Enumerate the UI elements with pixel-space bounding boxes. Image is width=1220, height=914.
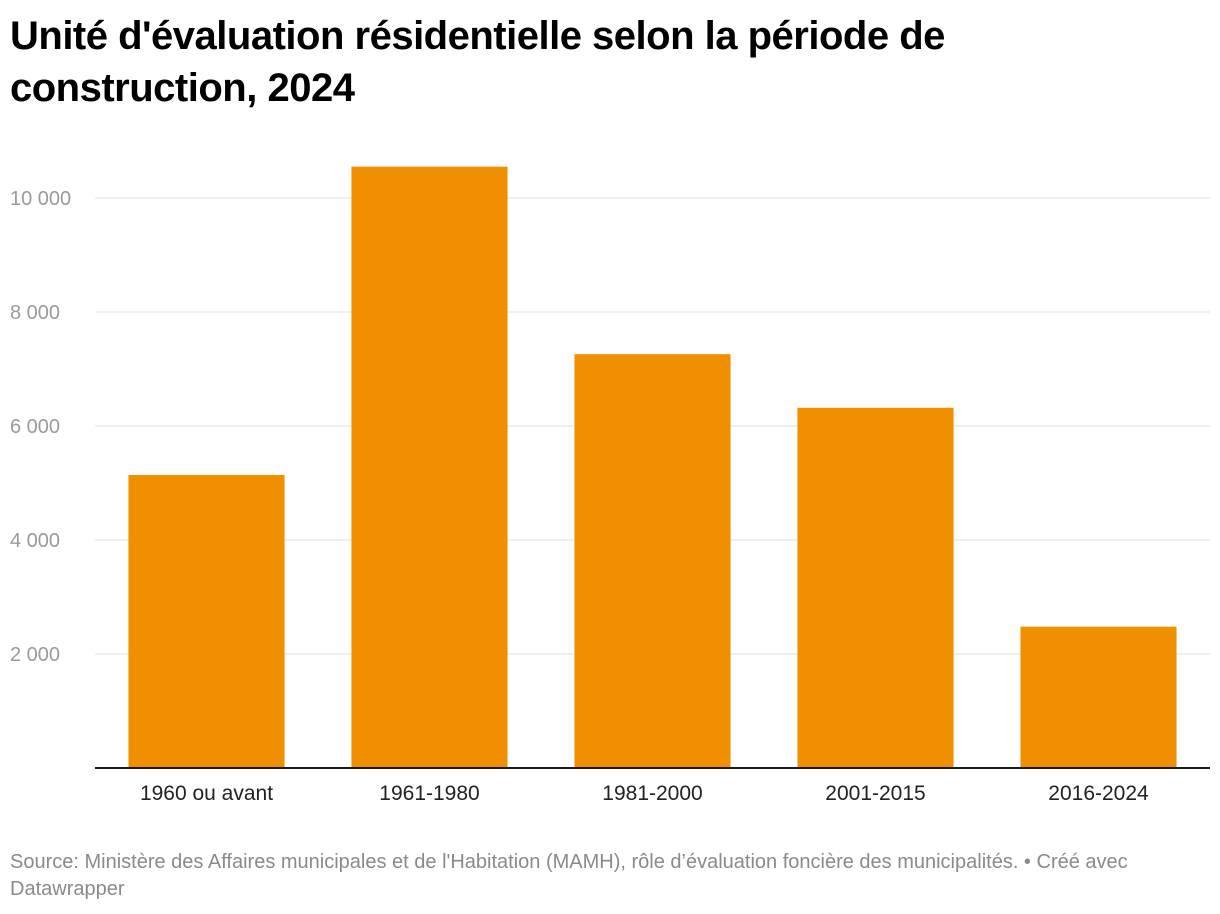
bar[interactable] bbox=[574, 354, 731, 768]
bar[interactable] bbox=[797, 407, 954, 768]
y-tick-label: 8 000 bbox=[10, 302, 60, 324]
bar[interactable] bbox=[128, 475, 285, 768]
footer-separator: • bbox=[1018, 851, 1037, 873]
source-note: Source: Ministère des Affaires municipal… bbox=[10, 851, 1019, 873]
bar[interactable] bbox=[351, 166, 508, 768]
x-category-label: 1981-2000 bbox=[602, 782, 702, 805]
y-tick-label: 2 000 bbox=[10, 644, 60, 666]
x-category-label: 1960 ou avant bbox=[140, 782, 273, 805]
bar-chart: 2 000 4 000 6 000 8 000 10 000 1960 ou avant… bbox=[10, 166, 1210, 805]
chart-title: Unité d'évaluation résidentielle selon l… bbox=[10, 14, 945, 110]
y-tick-label: 10 000 bbox=[10, 188, 71, 210]
y-axis-tick-labels: 2 000 4 000 6 000 8 000 10 000 bbox=[10, 188, 71, 666]
x-axis-category-labels: 1960 ou avant 1961-1980 1981-2000 2001-2015… bbox=[140, 782, 1149, 805]
x-category-label: 2001-2015 bbox=[825, 782, 925, 805]
datawrapper-credit-link[interactable]: Créé avec Datawrapper bbox=[10, 851, 1128, 900]
y-tick-label: 6 000 bbox=[10, 416, 60, 438]
bar[interactable] bbox=[1020, 626, 1177, 768]
x-category-label: 2016-2024 bbox=[1048, 782, 1149, 805]
bars bbox=[128, 166, 1177, 768]
y-tick-label: 4 000 bbox=[10, 530, 60, 552]
footer: Source: Ministère des Affaires municipal… bbox=[10, 849, 1200, 903]
x-category-label: 1961-1980 bbox=[379, 782, 479, 805]
